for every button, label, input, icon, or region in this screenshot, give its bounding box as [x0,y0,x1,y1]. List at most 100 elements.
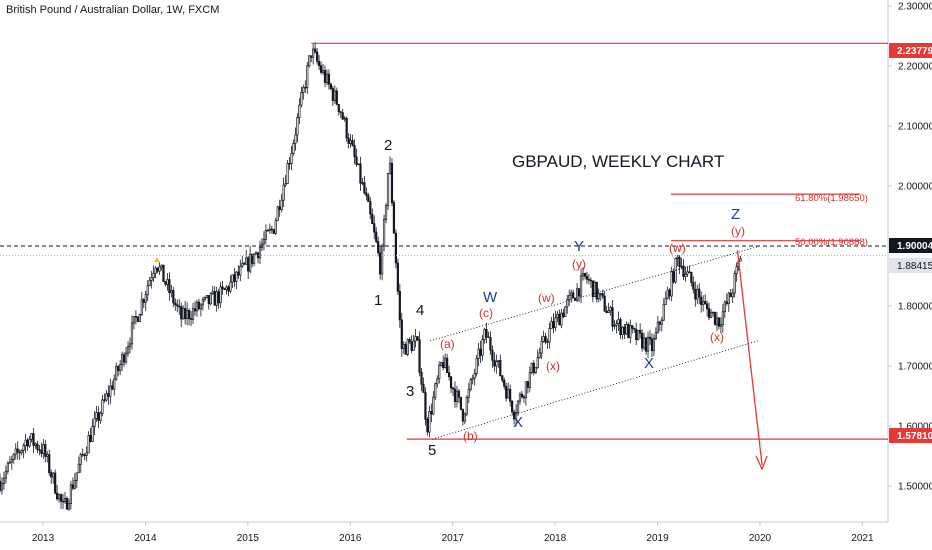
candle-body [550,321,553,329]
candle-body [2,477,6,484]
projection-arrow-line[interactable] [736,250,763,466]
candle [75,472,78,489]
candle [723,300,726,318]
candle [583,272,587,280]
candle-body [10,459,13,463]
candle-body [36,443,39,450]
candle [577,288,581,302]
candle [635,322,638,346]
candle-body [406,339,409,355]
wave-label-x-red1: (x) [546,359,560,373]
candle [73,472,76,490]
candle [229,275,232,294]
candle [38,445,41,456]
candle-body [187,309,191,320]
candle [24,434,27,453]
wave-label-x1: X [513,414,523,431]
candle-body [319,65,323,73]
candle-body [333,90,336,101]
candle [463,412,466,425]
candle [721,303,724,333]
candle [158,262,161,276]
candle-body [501,375,504,381]
candle [591,280,594,303]
candle [42,439,45,459]
candle-body [396,262,399,292]
candle-body [304,86,307,89]
candle-body [690,271,693,283]
candle-body [115,366,118,380]
candle [351,134,354,147]
candle-body [648,336,652,340]
candle [398,283,401,328]
candle-body [556,313,559,319]
candle-body [308,55,311,67]
candle-body [715,317,719,325]
candle [522,394,526,404]
candle-body [286,163,289,184]
candle [579,268,583,303]
candle [416,336,419,342]
candle-body [629,325,632,339]
candle [329,82,333,91]
candle-body [146,285,149,296]
candle-body [63,498,67,503]
candle-body [595,281,598,300]
candle-body [176,304,179,307]
candle [221,280,224,295]
candle-body [432,396,435,415]
candle [306,61,309,95]
candle [93,411,96,435]
candle [130,315,134,350]
candle-body [530,362,533,373]
candle-body [89,435,92,442]
candle [215,286,218,312]
candle-body [625,324,628,335]
candle [455,385,459,408]
candle-body [377,241,380,254]
candle-body [444,357,447,368]
candle-body [0,480,2,491]
candle [384,203,388,224]
candle-body [717,317,721,327]
candle-body [213,291,216,306]
candle-body [646,336,650,352]
candle-body [26,439,29,447]
candle-body [252,253,256,264]
candle-body [109,385,112,397]
y-tick-label: 1.50000 [898,482,932,493]
candle [124,347,128,365]
candle-body [52,472,55,478]
candle [457,388,461,403]
candle-body [566,299,569,308]
candle [694,281,697,307]
candle [390,158,394,207]
candle-body [568,294,571,301]
candle [556,311,559,323]
candle-body [698,288,701,298]
candle-body [351,140,354,146]
candle [707,302,711,321]
price-tag-low-text: 1.57810 [897,431,932,442]
event-marker-icon[interactable] [154,257,160,262]
candle-body [247,257,250,272]
candle [418,331,421,377]
candle-body [570,292,573,296]
candle [203,296,206,303]
projection-arrowhead [755,455,768,471]
candle [160,264,163,271]
candle-body [591,280,594,297]
candle-body [239,265,242,276]
candle [20,449,23,456]
candle [619,317,622,339]
candle [266,228,269,232]
candle [637,329,640,341]
candle-body [323,70,327,83]
wave-label-c: (c) [479,306,493,320]
candle [331,85,334,106]
candle-body [111,385,114,390]
candle-body [369,201,372,215]
candle-body [140,299,143,315]
candle-body [585,275,589,280]
